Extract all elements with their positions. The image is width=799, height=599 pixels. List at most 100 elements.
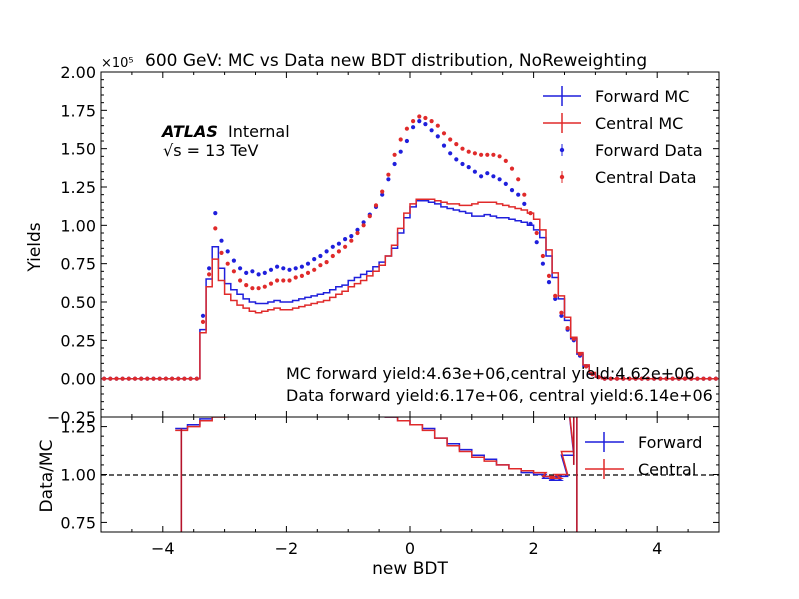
central-data-point	[485, 152, 490, 157]
central-data-point	[361, 223, 366, 228]
top-data-points	[102, 114, 719, 381]
central-data-point	[188, 376, 193, 381]
central-data-point	[491, 152, 496, 157]
central-data-point	[170, 376, 175, 381]
central-data-point	[312, 267, 317, 272]
forward-data-point	[361, 220, 366, 225]
legend-item-forward: Forward	[585, 432, 702, 452]
y-tick-label-top: 0.00	[60, 370, 96, 389]
central-data-point	[707, 376, 712, 381]
central-data-point	[398, 137, 403, 142]
top-axis-ticks: −0.25 0.00 0.25 0.50 0.75 1.00 1.25 1.50 1.75 2.0…	[47, 63, 720, 427]
central-data-point	[652, 376, 657, 381]
bottom-axis-ticks: −4 −2 0 2 4 0.75 1.00 1.25	[60, 416, 720, 558]
y-tick-label-bottom: 1.25	[60, 418, 96, 437]
forward-data-point	[398, 149, 403, 154]
central-data-point	[695, 376, 700, 381]
central-data-point	[318, 263, 323, 268]
central-data-point	[194, 376, 199, 381]
central-data-point	[386, 172, 391, 177]
forward-data-point	[386, 177, 391, 182]
central-data-point	[411, 119, 416, 124]
central-data-point	[701, 376, 706, 381]
central-data-point	[664, 376, 669, 381]
bottom-panel-frame	[100, 416, 720, 533]
central-data-point	[639, 376, 644, 381]
central-data-point	[392, 152, 397, 157]
central-data-point	[120, 376, 125, 381]
central-data-point	[676, 376, 681, 381]
central-data-point	[670, 376, 675, 381]
central-data-point	[132, 376, 138, 381]
central-data-point	[472, 151, 477, 156]
y-tick-label-top: −0.25	[47, 408, 96, 427]
central-data-point	[429, 119, 434, 124]
forward-data-point	[546, 280, 552, 285]
central-data-point	[404, 126, 409, 131]
central-data-point	[658, 376, 663, 381]
forward-data-point	[491, 174, 496, 179]
central-data-point	[256, 286, 261, 291]
central-data-point	[423, 115, 428, 121]
central-data-point	[126, 376, 131, 381]
forward-data-point	[299, 264, 304, 269]
forward-data-point	[275, 264, 280, 269]
data-yield-text: Data forward yield:6.17e+06, central yie…	[286, 386, 713, 405]
central-data-point	[633, 376, 638, 381]
forward-data-point	[287, 267, 292, 272]
forward-data-point	[460, 161, 465, 167]
central-data-point	[287, 278, 292, 283]
forward-data-point	[411, 125, 416, 130]
legend-item-forward-mc: Forward MC	[543, 86, 689, 106]
x-tick-label: −2	[275, 539, 299, 558]
ratio-series	[175, 417, 578, 532]
forward-data-point	[244, 270, 249, 275]
legend-item-central-data: Central Data	[559, 168, 697, 187]
x-tick-label: 2	[529, 539, 539, 558]
central-data-point	[305, 270, 311, 275]
central-data-point	[213, 226, 218, 231]
y-tick-label-top: 0.75	[60, 255, 96, 274]
y-tick-label-top: 1.75	[60, 101, 96, 120]
central-data-point	[417, 114, 422, 119]
legend-label-forward-mc: Forward MC	[595, 87, 689, 106]
forward-data-point	[318, 253, 323, 259]
forward-data-point	[479, 174, 484, 179]
forward-data-point	[305, 261, 311, 266]
central-data-point	[689, 376, 694, 381]
central-data-point	[151, 376, 156, 381]
central-data-point	[565, 326, 570, 331]
forward-data-point	[497, 177, 502, 182]
central-data-point	[367, 214, 372, 219]
central-data-point	[596, 375, 601, 380]
forward-data-point	[404, 138, 409, 144]
central-data-point	[343, 244, 348, 249]
central-data-point	[219, 250, 224, 255]
central-data-point	[479, 152, 484, 157]
forward-data-point	[262, 270, 267, 275]
central-data-point	[682, 376, 688, 381]
forward-data-point	[349, 234, 354, 239]
central-data-point	[509, 166, 515, 171]
legend-item-central: Central	[585, 459, 696, 479]
forward-data-point	[503, 181, 508, 186]
forward-data-point	[324, 249, 329, 254]
energy-label: √s = 13 TeV	[163, 141, 258, 160]
central-data-point	[546, 273, 552, 278]
forward-data-point	[250, 269, 255, 274]
legend-label-forward: Forward	[638, 433, 702, 452]
central-data-point	[528, 211, 533, 216]
central-data-point	[621, 376, 626, 381]
top-panel: −0.25 0.00 0.25 0.50 0.75 1.00 1.25 1.50 1.75 2.0…	[25, 63, 720, 427]
central-data-point	[540, 253, 546, 259]
forward-data-point	[238, 266, 243, 271]
central-data-point	[207, 272, 212, 277]
central-data-point	[231, 269, 236, 274]
forward-data-point	[207, 266, 212, 271]
central-data-point	[577, 352, 583, 357]
atlas-status: Internal	[228, 122, 290, 141]
legend-label-forward-data: Forward Data	[595, 141, 703, 160]
central-data-point	[516, 177, 521, 182]
y-tick-label-top: 1.50	[60, 140, 96, 159]
